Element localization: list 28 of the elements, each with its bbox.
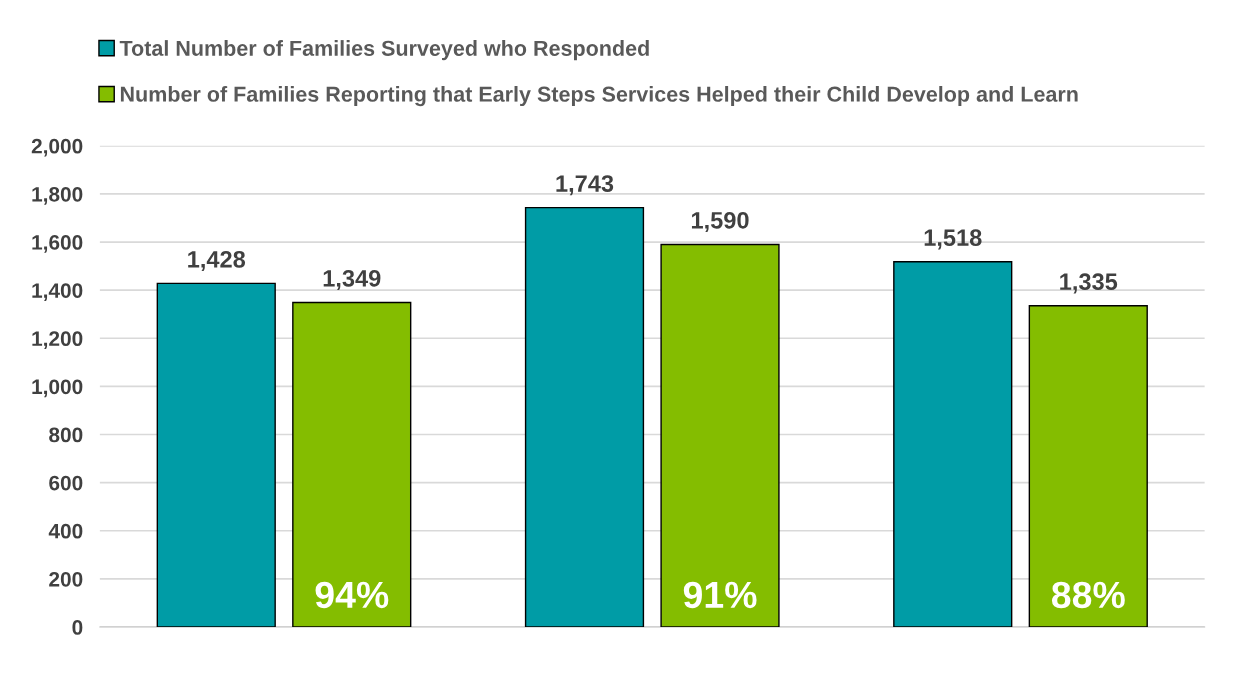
annotation: 88%: [1051, 581, 1125, 609]
y-tick-label: 200: [49, 571, 83, 587]
data-label: 1,590: [691, 211, 749, 233]
y-tick-label: 600: [49, 475, 83, 491]
legend-label: Total Number of Families Surveyed who Responded: [119, 40, 649, 61]
y-tick-label: 1,400: [32, 283, 83, 301]
annotation: 94%: [315, 581, 389, 609]
bar: [292, 301, 412, 628]
y-tick-label: 1,800: [32, 186, 83, 205]
legend-label: Number of Families Reporting that Early Steps Services Helped their Child Develop and Learn: [120, 86, 1078, 107]
y-tick-label: 0: [72, 620, 83, 635]
data-label: 1,428: [188, 250, 246, 272]
data-label: 1,518: [924, 229, 982, 250]
annotation: 91%: [683, 581, 757, 609]
y-tick-label: 1,000: [32, 379, 83, 398]
y-tick-label: 1,600: [32, 235, 83, 253]
y-tick-label: 800: [49, 427, 83, 443]
y-tick-label: 1,200: [32, 331, 83, 350]
bar: [893, 261, 1013, 628]
bar: [524, 206, 645, 628]
y-tick-label: 2,000: [31, 138, 83, 157]
y-tick-label: 400: [48, 523, 83, 539]
data-label: 1,349: [323, 269, 381, 291]
bar: [660, 243, 780, 628]
data-label: 1,743: [556, 175, 614, 196]
bar: [1028, 305, 1148, 628]
data-label: 1,335: [1060, 273, 1118, 294]
bar: [156, 282, 276, 628]
